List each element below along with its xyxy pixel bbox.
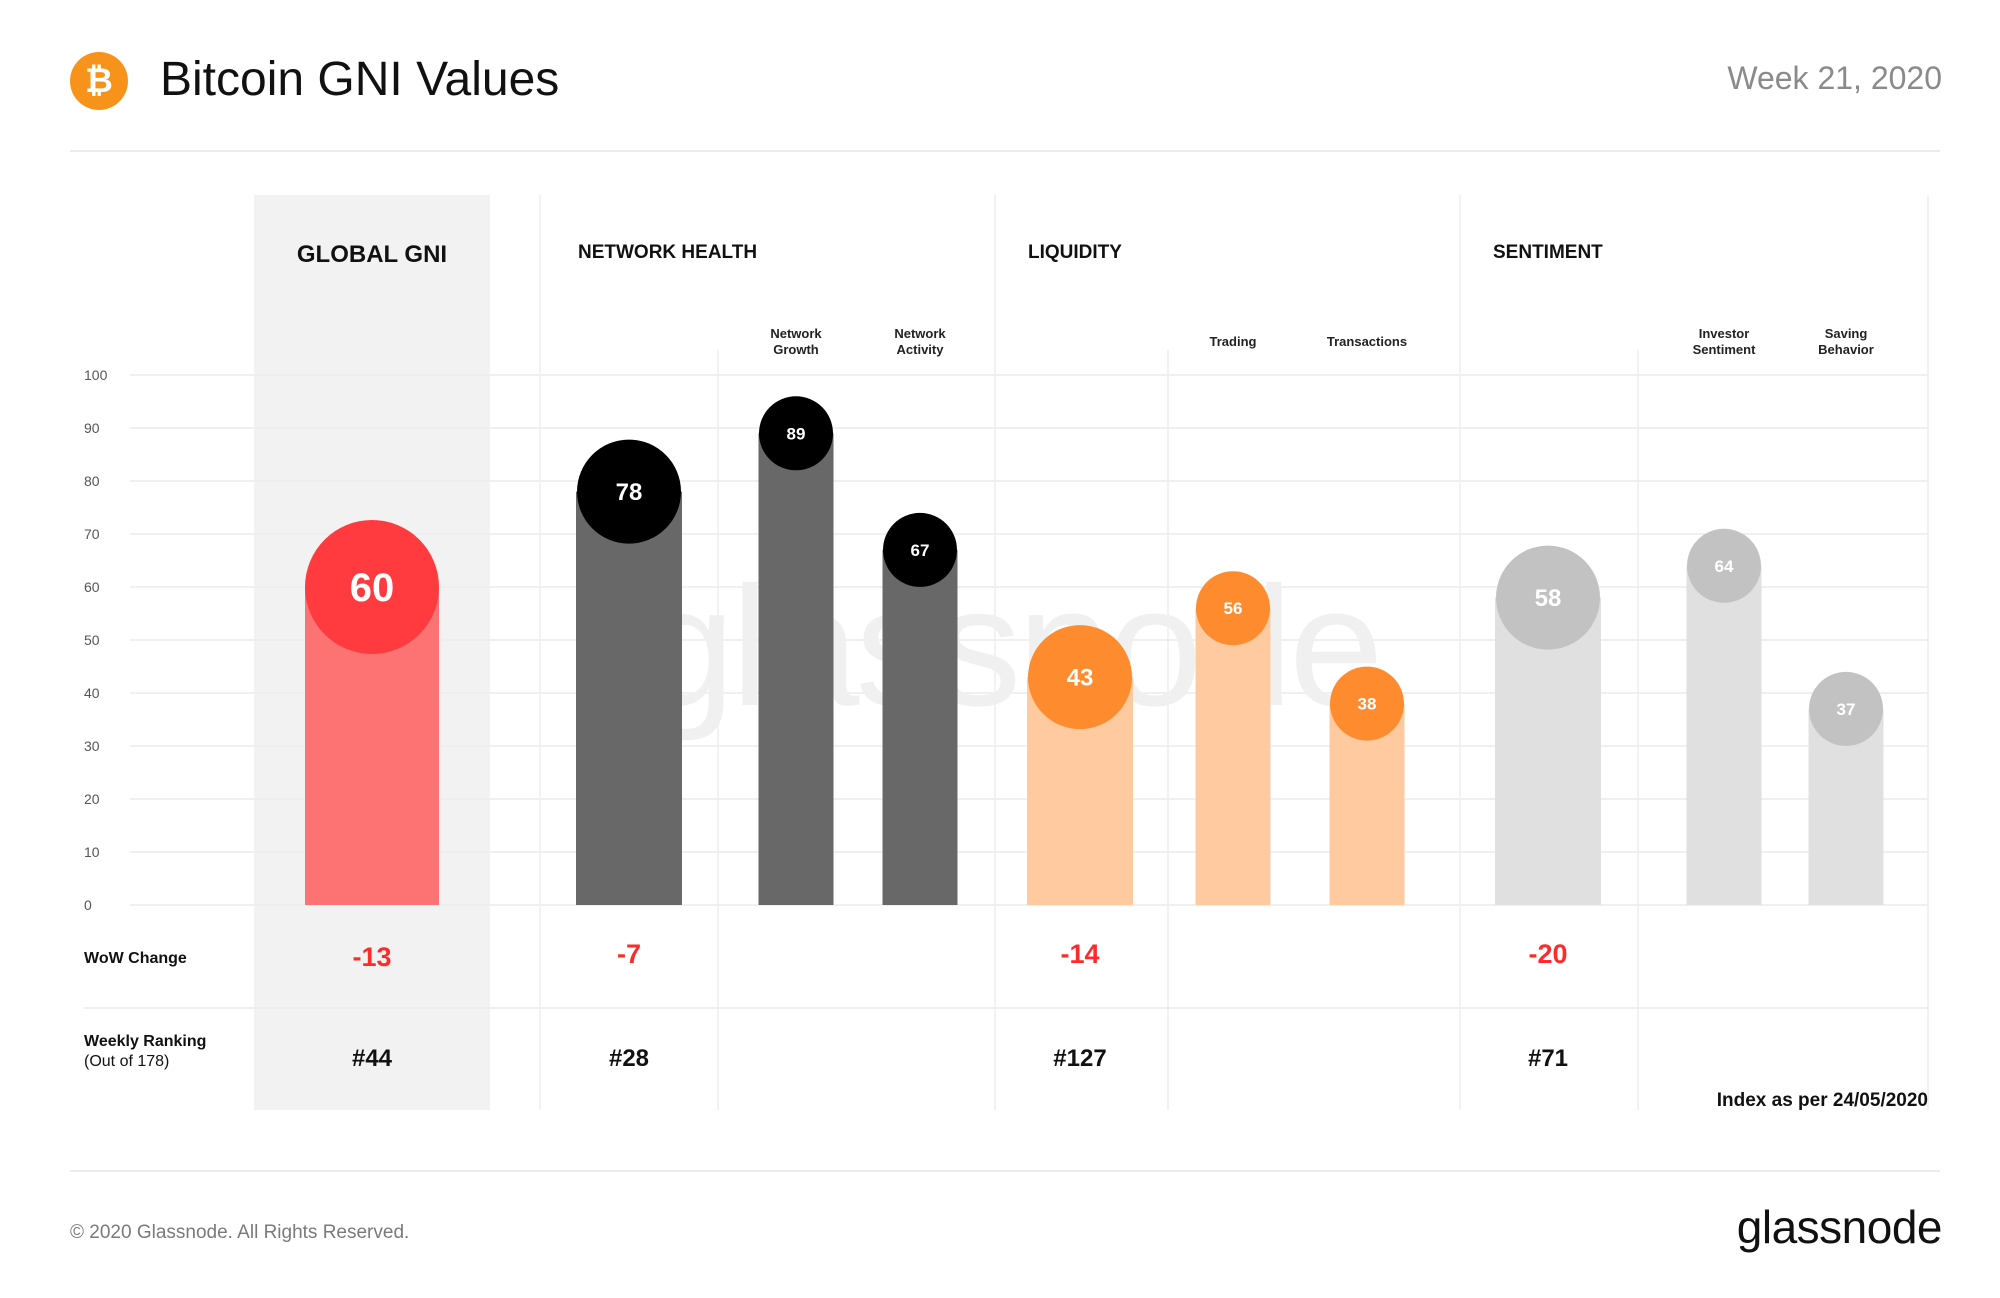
bar [1195,608,1271,905]
data-label: 89 [787,424,806,443]
wow-change-value: -14 [1060,939,1099,969]
subcategory-label: Network [770,326,822,341]
value-bubble [1496,545,1600,650]
wow-change-value: -7 [617,939,641,969]
group-heading: SENTIMENT [1493,242,1603,263]
group-heading: GLOBAL GNI [297,241,447,268]
y-tick-label: 20 [84,791,100,807]
weekly-ranking-value: #44 [352,1045,393,1072]
index-date-note: Index as per 24/05/2020 [1717,1090,1928,1111]
subcategory-label: Saving [1825,326,1868,341]
value-bubble [1330,666,1404,741]
data-label: 64 [1715,557,1734,576]
y-tick-label: 30 [84,738,100,754]
bar [1686,565,1762,905]
subcategory-label: Transactions [1327,334,1407,349]
weekly-ranking-value: #28 [609,1045,649,1072]
weekly-ranking-row-sublabel: (Out of 178) [84,1053,169,1070]
bar [882,549,958,905]
value-bubble [759,396,833,471]
y-tick-label: 90 [84,420,100,436]
y-tick-label: 80 [84,473,100,489]
subcategory-label: Trading [1210,334,1257,349]
y-tick-label: 0 [84,897,92,913]
copyright-text: © 2020 Glassnode. All Rights Reserved. [70,1222,410,1243]
subcategory-label: Activity [897,342,945,357]
data-label: 56 [1224,599,1243,618]
data-label: 37 [1837,700,1856,719]
data-label: 43 [1067,665,1094,692]
page-title: Bitcoin GNI Values [160,53,560,106]
y-tick-label: 100 [84,367,108,383]
group-heading: NETWORK HEALTH [578,242,757,263]
data-label: 60 [350,566,395,610]
value-bubble [883,512,957,587]
value-bubble [1196,571,1270,646]
subcategory-label: Growth [773,342,819,357]
value-bubble [305,520,439,654]
week-label: Week 21, 2020 [1727,60,1942,96]
wow-change-row-label: WoW Change [84,950,187,967]
data-label: 67 [911,541,930,560]
y-tick-label: 70 [84,526,100,542]
weekly-ranking-value: #71 [1528,1045,1568,1072]
bar [576,491,682,905]
bar [758,433,834,905]
bitcoin-logo-icon: ₿ [70,52,128,110]
subcategory-label: Behavior [1818,342,1874,357]
subcategory-label: Sentiment [1693,342,1757,357]
header-divider [70,150,1940,152]
glassnode-brand-logo: glassnode [1736,1201,1943,1253]
y-tick-label: 60 [84,579,100,595]
subcategory-label: Network [894,326,946,341]
weekly-ranking-value: #127 [1053,1045,1106,1072]
subcategory-label: Investor [1699,326,1750,341]
y-tick-label: 40 [84,685,100,701]
value-bubble [1809,671,1883,746]
data-label: 78 [616,479,643,506]
value-bubble [577,439,681,544]
y-tick-label: 10 [84,844,100,860]
header: ₿ Bitcoin GNI Values Week 21, 2020 [0,0,2000,150]
group-heading: LIQUIDITY [1028,242,1122,263]
wow-change-value: -13 [352,942,391,972]
weekly-ranking-row-label: Weekly Ranking [84,1033,206,1050]
footer-divider [70,1170,1940,1172]
value-bubble [1687,528,1761,603]
wow-change-value: -20 [1528,939,1567,969]
y-tick-label: 50 [84,632,100,648]
value-bubble [1028,625,1132,730]
data-label: 58 [1535,585,1562,612]
data-label: 38 [1358,695,1377,714]
